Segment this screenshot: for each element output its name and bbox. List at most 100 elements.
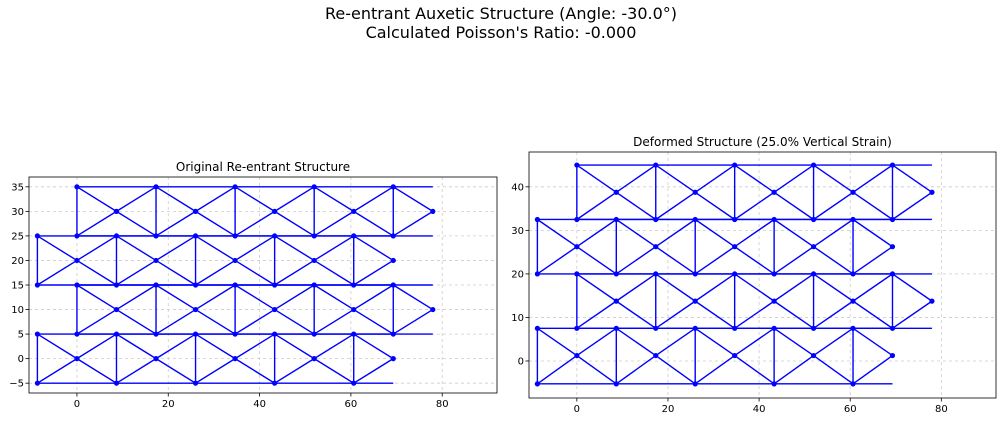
structure-strut bbox=[813, 354, 854, 385]
structure-node bbox=[272, 306, 278, 313]
structure-strut bbox=[116, 333, 157, 360]
structure-node bbox=[850, 325, 856, 331]
structure-strut bbox=[274, 210, 315, 237]
structure-strut bbox=[852, 354, 893, 385]
structure-strut bbox=[234, 333, 276, 360]
structure-node bbox=[74, 356, 80, 362]
structure-strut bbox=[392, 210, 434, 237]
x-tick-label: 0 bbox=[574, 404, 580, 415]
structure-strut bbox=[734, 191, 775, 221]
structure-strut bbox=[655, 273, 696, 302]
structure-node bbox=[113, 306, 120, 313]
structure-node bbox=[534, 381, 540, 387]
structure-strut bbox=[195, 210, 236, 237]
structure-strut bbox=[76, 210, 117, 237]
structure-node bbox=[810, 352, 817, 359]
structure-node bbox=[351, 282, 357, 288]
x-tick-label: 40 bbox=[753, 404, 766, 415]
structure-strut bbox=[615, 300, 657, 329]
structure-strut bbox=[116, 235, 157, 262]
structure-node bbox=[311, 184, 317, 190]
y-tick-label: 35 bbox=[11, 182, 24, 193]
structure-strut bbox=[195, 284, 236, 311]
structure-strut bbox=[852, 327, 893, 357]
structure-strut bbox=[76, 235, 117, 262]
structure-strut bbox=[576, 218, 617, 248]
structure-node bbox=[390, 257, 396, 264]
structure-node bbox=[692, 298, 698, 304]
structure-strut bbox=[37, 235, 78, 262]
structure-strut bbox=[116, 308, 157, 335]
structure-strut bbox=[234, 308, 276, 335]
structure-strut bbox=[155, 235, 196, 262]
structure-strut bbox=[116, 259, 157, 286]
structure-node bbox=[192, 331, 199, 337]
structure-node bbox=[810, 216, 817, 223]
y-tick-label: 30 bbox=[511, 226, 524, 237]
structure-strut bbox=[892, 273, 933, 302]
structure-strut bbox=[813, 164, 854, 193]
structure-strut bbox=[655, 164, 696, 193]
structure-strut bbox=[313, 259, 355, 286]
structure-node bbox=[574, 216, 580, 223]
structure-node bbox=[692, 381, 698, 387]
y-tick-label: 25 bbox=[11, 231, 24, 242]
structure-strut bbox=[734, 300, 775, 329]
structure-strut bbox=[773, 273, 814, 302]
y-tick-label: 20 bbox=[11, 256, 24, 267]
structure-node bbox=[390, 282, 396, 288]
structure-node bbox=[771, 381, 777, 387]
structure-strut bbox=[155, 333, 196, 360]
x-tick-label: 20 bbox=[662, 404, 675, 415]
structure-node bbox=[113, 380, 120, 386]
structure-node bbox=[232, 184, 238, 190]
structure-strut bbox=[195, 333, 236, 360]
structure-strut bbox=[694, 273, 736, 302]
figure-title: Re-entrant Auxetic Structure (Angle: -30… bbox=[0, 4, 1002, 42]
structure-strut bbox=[615, 327, 657, 357]
structure-strut bbox=[353, 186, 394, 212]
structure-node bbox=[34, 282, 41, 288]
structure-node bbox=[613, 325, 619, 331]
structure-node bbox=[732, 162, 738, 168]
structure-strut bbox=[195, 235, 236, 262]
structure-strut bbox=[773, 164, 814, 193]
structure-node bbox=[613, 298, 619, 304]
structure-node bbox=[889, 216, 896, 223]
structure-node bbox=[34, 380, 41, 386]
structure-strut bbox=[155, 210, 196, 237]
y-tick-label: 20 bbox=[511, 269, 524, 280]
y-tick-label: 5 bbox=[18, 330, 24, 341]
structure-node bbox=[34, 331, 41, 337]
x-tick-label: 80 bbox=[935, 404, 948, 415]
structure-node bbox=[771, 325, 777, 331]
structure-strut bbox=[813, 191, 854, 221]
structure-strut bbox=[773, 218, 814, 248]
structure-strut bbox=[353, 308, 394, 335]
y-tick-label: 15 bbox=[11, 281, 24, 292]
structure-strut bbox=[155, 259, 196, 286]
structure-node bbox=[390, 233, 396, 239]
structure-strut bbox=[37, 333, 78, 360]
structure-node bbox=[113, 282, 120, 288]
structure-strut bbox=[76, 358, 117, 384]
structure-node bbox=[692, 325, 698, 331]
structure-strut bbox=[892, 191, 933, 221]
structure-strut bbox=[313, 333, 355, 360]
structure-node bbox=[430, 208, 436, 214]
structure-strut bbox=[734, 246, 775, 275]
structure-strut bbox=[76, 284, 117, 311]
structure-node bbox=[889, 352, 896, 359]
structure-node bbox=[574, 162, 580, 168]
structure-strut bbox=[76, 333, 117, 360]
structure-strut bbox=[813, 246, 854, 275]
structure-strut bbox=[852, 300, 893, 329]
structure-node bbox=[653, 216, 659, 223]
structure-strut bbox=[536, 218, 578, 248]
structure-strut bbox=[195, 308, 236, 335]
structure-strut bbox=[852, 218, 893, 248]
chart-title: Deformed Structure (25.0% Vertical Strai… bbox=[633, 135, 892, 149]
structure-strut bbox=[892, 164, 933, 193]
structure-strut bbox=[274, 186, 315, 212]
